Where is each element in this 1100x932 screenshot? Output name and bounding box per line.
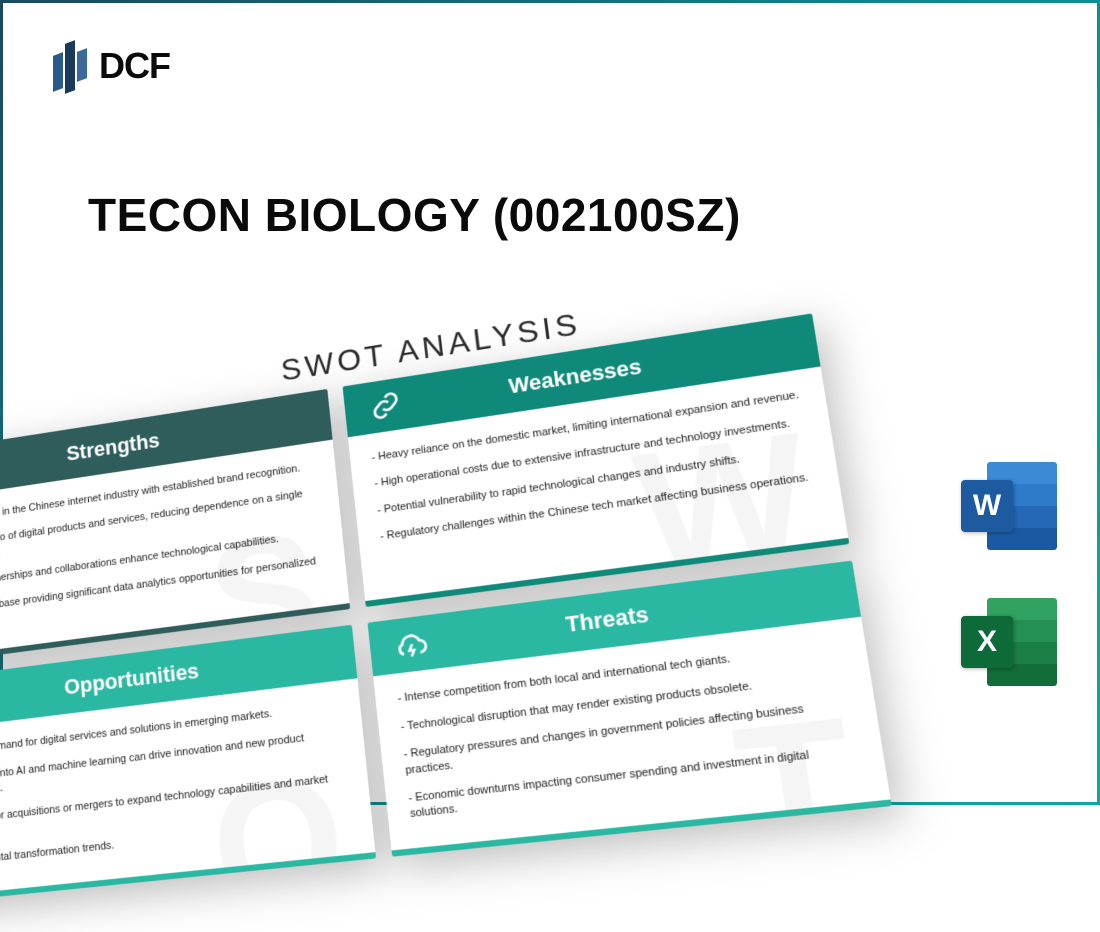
page-title: TECON BIOLOGY (002100SZ) bbox=[88, 188, 741, 242]
card-title: Strengths bbox=[66, 428, 161, 466]
excel-icon: X bbox=[961, 594, 1057, 690]
swot-card-opportunities: Opportunities O - Growing demand for dig… bbox=[0, 625, 376, 903]
logo-text: DCF bbox=[99, 45, 170, 87]
word-badge: W bbox=[961, 480, 1013, 532]
title-area: TECON BIOLOGY (002100SZ) bbox=[88, 188, 741, 242]
logo-area: DCF bbox=[53, 38, 170, 94]
swot-card-threats: Threats T - Intense competition from bot… bbox=[368, 561, 892, 856]
swot-card-strengths: Strengths S - Strong foothold in the Chi… bbox=[0, 389, 350, 666]
card-title: Weaknesses bbox=[507, 354, 643, 399]
word-icon: W bbox=[961, 458, 1057, 554]
logo-bars-icon bbox=[53, 38, 89, 94]
cloud-lightning-icon bbox=[392, 624, 432, 664]
swot-analysis: SWOT ANALYSIS Strengths S - Strong footh… bbox=[0, 270, 897, 932]
card-title: Opportunities bbox=[63, 659, 200, 701]
file-type-icons: W X bbox=[961, 458, 1057, 690]
excel-badge: X bbox=[961, 616, 1013, 668]
link-icon bbox=[366, 386, 405, 425]
card-title: Threats bbox=[564, 602, 650, 639]
